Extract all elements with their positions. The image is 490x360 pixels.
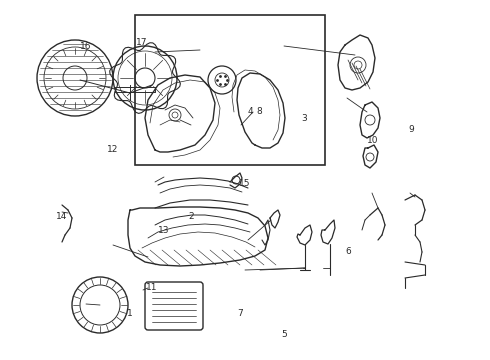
Text: 3: 3	[301, 114, 307, 123]
Text: 5: 5	[281, 330, 287, 339]
Text: 4: 4	[247, 107, 253, 116]
Text: 13: 13	[158, 226, 170, 235]
Text: 16: 16	[80, 42, 92, 51]
Text: 14: 14	[55, 212, 67, 220]
Text: 17: 17	[136, 38, 148, 47]
Text: 2: 2	[188, 212, 194, 220]
Text: 10: 10	[367, 136, 378, 145]
Text: 8: 8	[257, 107, 263, 116]
Text: 12: 12	[107, 145, 119, 154]
Text: 6: 6	[345, 248, 351, 256]
Bar	[135, 15, 325, 165]
Text: 11: 11	[146, 284, 158, 292]
Text: 15: 15	[239, 179, 251, 188]
Text: 7: 7	[237, 309, 243, 318]
Text: 1: 1	[127, 309, 133, 318]
Text: 9: 9	[409, 125, 415, 134]
